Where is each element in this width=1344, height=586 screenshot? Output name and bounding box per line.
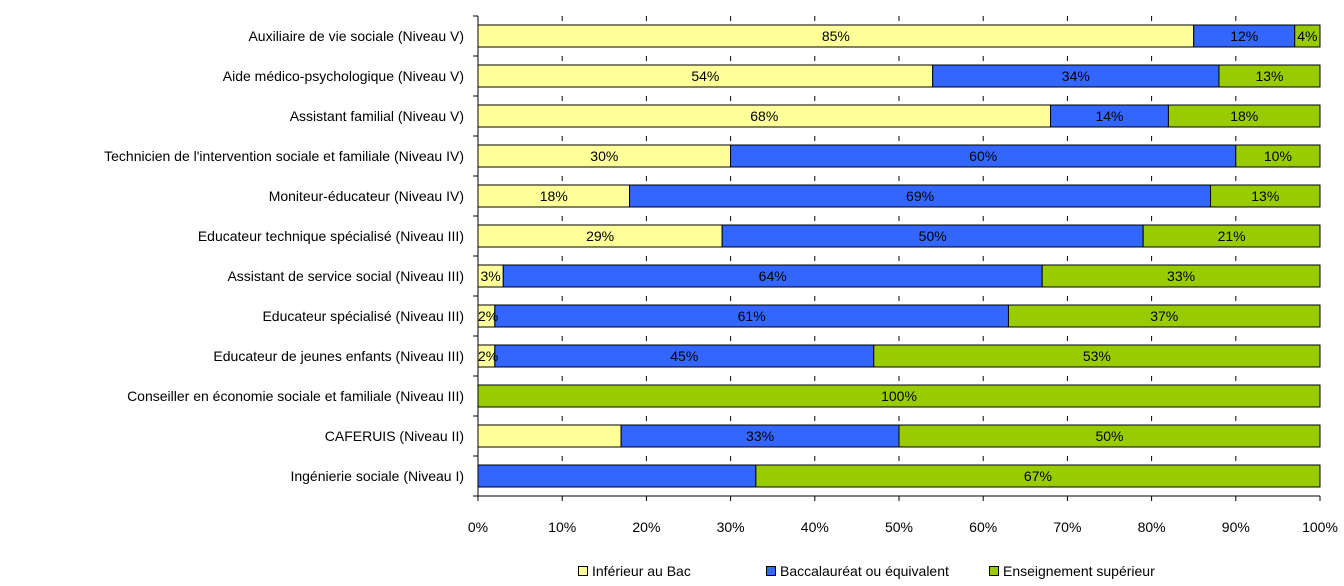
data-label: 53% xyxy=(1083,348,1111,364)
data-label: 29% xyxy=(586,228,614,244)
x-tick-label: 30% xyxy=(717,519,745,535)
data-label: 18% xyxy=(540,188,568,204)
bar-segment xyxy=(1007,304,1321,328)
data-label: 2% xyxy=(478,308,498,324)
data-label: 4% xyxy=(1297,28,1317,44)
x-tick-label: 40% xyxy=(801,519,829,535)
category-label: Ingénierie sociale (Niveau I) xyxy=(290,468,464,484)
category-label: Technicien de l'intervention sociale et … xyxy=(104,148,464,164)
legend-label: Enseignement supérieur xyxy=(1003,563,1155,579)
x-tick-label: 80% xyxy=(1138,519,1166,535)
bars xyxy=(477,24,1321,488)
bar-segment xyxy=(1294,24,1321,48)
legend-label: Baccalauréat ou équivalent xyxy=(780,563,949,579)
legend-label: Inférieur au Bac xyxy=(592,563,691,579)
x-tick-label: 100% xyxy=(1302,519,1338,535)
x-tick-label: 60% xyxy=(969,519,997,535)
data-label: 37% xyxy=(1150,308,1178,324)
data-label: 12% xyxy=(1230,28,1258,44)
data-label: 14% xyxy=(1095,108,1123,124)
bar-segment xyxy=(1167,104,1321,128)
data-label: 67% xyxy=(1024,468,1052,484)
category-label: Conseiller en économie sociale et famili… xyxy=(127,388,464,404)
category-label: Aide médico-psychologique (Niveau V) xyxy=(223,68,464,84)
x-axis: 0% 10% 20% 30% 40% 50% 60% 70% 80% 90% 100% xyxy=(468,15,1338,535)
bar-segment xyxy=(477,384,1321,408)
data-label: 45% xyxy=(670,348,698,364)
legend-swatch xyxy=(989,566,999,576)
data-label: 33% xyxy=(746,428,774,444)
category-labels: Auxiliaire de vie sociale (Niveau V) Aide… xyxy=(104,28,464,484)
data-label: 85% xyxy=(822,28,850,44)
data-label: 33% xyxy=(1167,268,1195,284)
bar-segment xyxy=(1142,224,1321,248)
data-label: 2% xyxy=(478,348,498,364)
category-label: CAFERUIS (Niveau II) xyxy=(325,428,464,444)
bar-segment xyxy=(755,464,1321,488)
bar-segment xyxy=(1041,264,1321,288)
legend-item: Baccalauréat ou équivalent xyxy=(766,563,949,579)
bar-segment xyxy=(1235,144,1321,168)
x-tick-label: 90% xyxy=(1222,519,1250,535)
bar-segment xyxy=(477,464,757,488)
data-label: 64% xyxy=(759,268,787,284)
bar-segment xyxy=(1210,184,1321,208)
x-tick-label: 0% xyxy=(468,519,488,535)
x-tick-label: 70% xyxy=(1053,519,1081,535)
category-label: Moniteur-éducateur (Niveau IV) xyxy=(269,188,464,204)
category-label: Auxiliaire de vie sociale (Niveau V) xyxy=(248,28,464,44)
data-label: 10% xyxy=(1264,148,1292,164)
data-label: 50% xyxy=(1095,428,1123,444)
legend: Inférieur au Bac Baccalauréat ou équivale… xyxy=(0,563,1344,583)
x-tick-label: 20% xyxy=(632,519,660,535)
data-label: 34% xyxy=(1062,68,1090,84)
data-label: 30% xyxy=(590,148,618,164)
data-label: 50% xyxy=(919,228,947,244)
data-label: 18% xyxy=(1230,108,1258,124)
data-label: 68% xyxy=(750,108,778,124)
category-label: Educateur de jeunes enfants (Niveau III) xyxy=(213,348,464,364)
legend-item: Inférieur au Bac xyxy=(578,563,691,579)
data-label: 54% xyxy=(691,68,719,84)
data-labels: 85% 12% 4% 54% 34% 13% 68% 14% 18% 30% 60% 10% 18% 69… xyxy=(478,28,1317,484)
bar-segment xyxy=(873,344,1321,368)
data-label: 100% xyxy=(881,388,917,404)
x-tick-label: 50% xyxy=(885,519,913,535)
data-label: 21% xyxy=(1218,228,1246,244)
data-label: 61% xyxy=(738,308,766,324)
legend-item: Enseignement supérieur xyxy=(989,563,1155,579)
x-tick-label: 10% xyxy=(548,519,576,535)
bar-segment xyxy=(898,424,1321,448)
data-label: 69% xyxy=(906,188,934,204)
data-label: 13% xyxy=(1255,68,1283,84)
data-label: 60% xyxy=(969,148,997,164)
data-label: 13% xyxy=(1251,188,1279,204)
bar-segment xyxy=(1218,64,1321,88)
category-label: Assistant de service social (Niveau III) xyxy=(227,268,464,284)
data-label: 3% xyxy=(481,268,501,284)
legend-swatch xyxy=(766,566,776,576)
bar-segment xyxy=(477,424,622,448)
category-label: Educateur spécialisé (Niveau III) xyxy=(262,308,464,324)
legend-swatch xyxy=(578,566,588,576)
category-label: Assistant familial (Niveau V) xyxy=(290,108,464,124)
category-label: Educateur technique spécialisé (Niveau I… xyxy=(198,228,464,244)
